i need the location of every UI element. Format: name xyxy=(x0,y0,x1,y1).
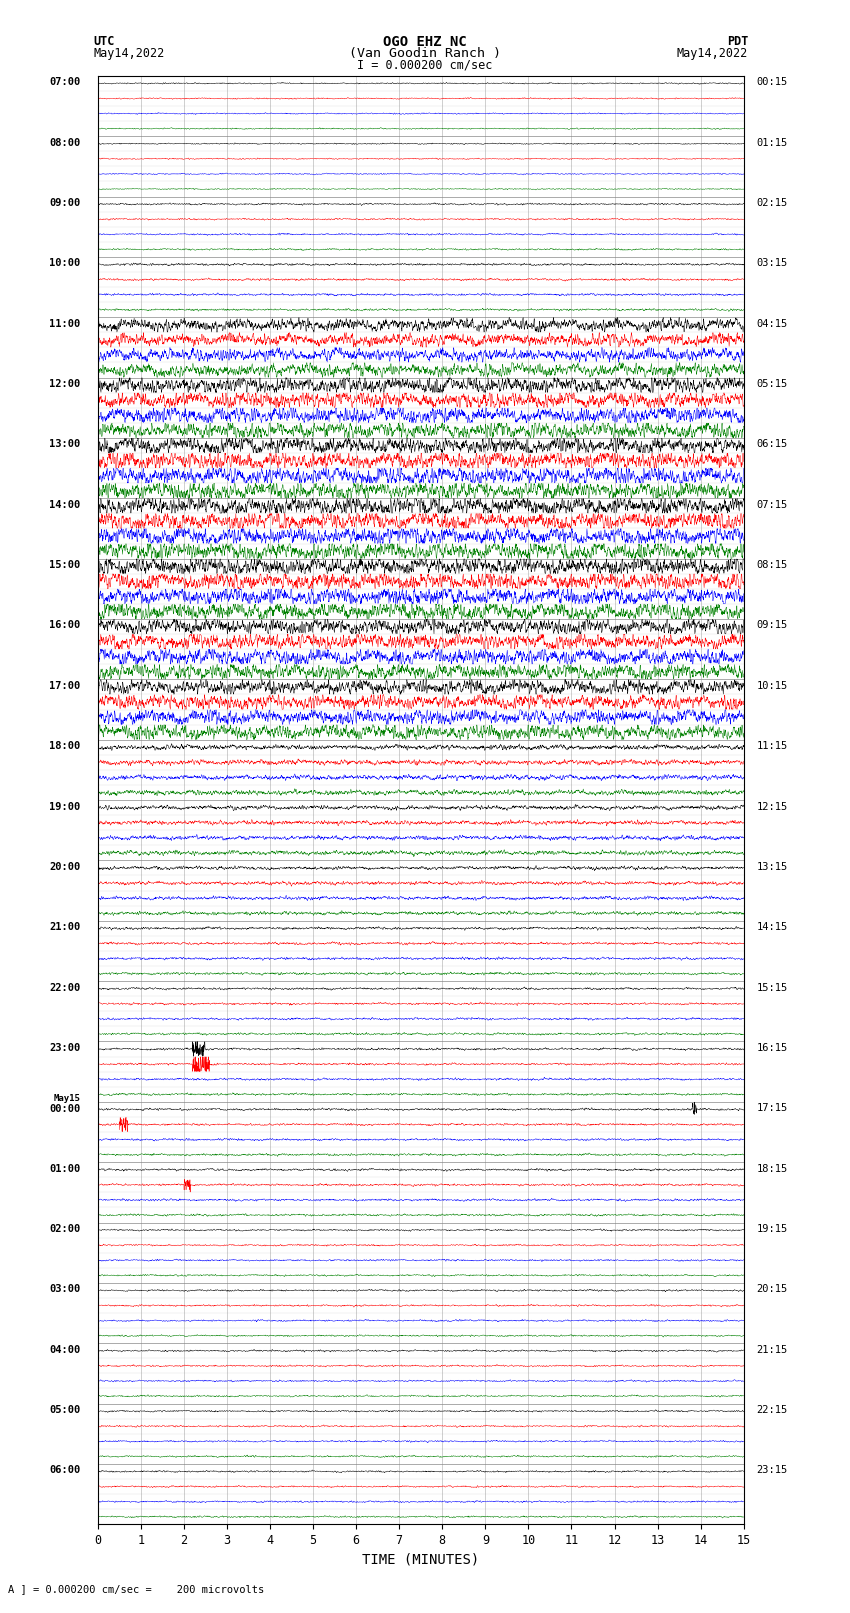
Text: PDT: PDT xyxy=(727,35,748,48)
Text: 01:15: 01:15 xyxy=(756,137,788,148)
Text: 16:15: 16:15 xyxy=(756,1044,788,1053)
Text: 02:00: 02:00 xyxy=(49,1224,81,1234)
Text: 11:15: 11:15 xyxy=(756,742,788,752)
Text: 12:00: 12:00 xyxy=(49,379,81,389)
Text: 18:15: 18:15 xyxy=(756,1163,788,1174)
Text: 19:15: 19:15 xyxy=(756,1224,788,1234)
Text: 22:00: 22:00 xyxy=(49,982,81,992)
Text: I = 0.000200 cm/sec: I = 0.000200 cm/sec xyxy=(357,58,493,71)
Text: May14,2022: May14,2022 xyxy=(94,47,165,60)
Text: 18:00: 18:00 xyxy=(49,742,81,752)
Text: 08:00: 08:00 xyxy=(49,137,81,148)
Text: 12:15: 12:15 xyxy=(756,802,788,811)
Text: 21:15: 21:15 xyxy=(756,1345,788,1355)
Text: 06:00: 06:00 xyxy=(49,1466,81,1476)
Text: 19:00: 19:00 xyxy=(49,802,81,811)
Text: 13:00: 13:00 xyxy=(49,439,81,450)
Text: 11:00: 11:00 xyxy=(49,319,81,329)
Text: 09:15: 09:15 xyxy=(756,621,788,631)
Text: 04:15: 04:15 xyxy=(756,319,788,329)
Text: 17:15: 17:15 xyxy=(756,1103,788,1113)
Text: 14:00: 14:00 xyxy=(49,500,81,510)
Text: 10:15: 10:15 xyxy=(756,681,788,690)
Text: 20:00: 20:00 xyxy=(49,861,81,873)
Text: 05:15: 05:15 xyxy=(756,379,788,389)
Text: 22:15: 22:15 xyxy=(756,1405,788,1415)
Text: 17:00: 17:00 xyxy=(49,681,81,690)
Text: 14:15: 14:15 xyxy=(756,923,788,932)
Text: 13:15: 13:15 xyxy=(756,861,788,873)
Text: 02:15: 02:15 xyxy=(756,198,788,208)
Text: UTC: UTC xyxy=(94,35,115,48)
Text: 15:00: 15:00 xyxy=(49,560,81,569)
Text: 00:00: 00:00 xyxy=(49,1105,81,1115)
Text: 21:00: 21:00 xyxy=(49,923,81,932)
Text: 03:00: 03:00 xyxy=(49,1284,81,1294)
Text: 00:15: 00:15 xyxy=(756,77,788,87)
Text: 08:15: 08:15 xyxy=(756,560,788,569)
Text: 01:00: 01:00 xyxy=(49,1163,81,1174)
Text: 06:15: 06:15 xyxy=(756,439,788,450)
Text: (Van Goodin Ranch ): (Van Goodin Ranch ) xyxy=(349,47,501,60)
Text: 09:00: 09:00 xyxy=(49,198,81,208)
Text: 23:15: 23:15 xyxy=(756,1466,788,1476)
Text: 05:00: 05:00 xyxy=(49,1405,81,1415)
Text: 23:00: 23:00 xyxy=(49,1044,81,1053)
Text: 10:00: 10:00 xyxy=(49,258,81,268)
Text: May15: May15 xyxy=(54,1094,81,1103)
Text: May14,2022: May14,2022 xyxy=(677,47,748,60)
Text: 07:00: 07:00 xyxy=(49,77,81,87)
Text: A ] = 0.000200 cm/sec =    200 microvolts: A ] = 0.000200 cm/sec = 200 microvolts xyxy=(8,1584,264,1594)
X-axis label: TIME (MINUTES): TIME (MINUTES) xyxy=(362,1553,479,1566)
Text: 20:15: 20:15 xyxy=(756,1284,788,1294)
Text: 16:00: 16:00 xyxy=(49,621,81,631)
Text: OGO EHZ NC: OGO EHZ NC xyxy=(383,35,467,50)
Text: 04:00: 04:00 xyxy=(49,1345,81,1355)
Text: 03:15: 03:15 xyxy=(756,258,788,268)
Text: 15:15: 15:15 xyxy=(756,982,788,992)
Text: 07:15: 07:15 xyxy=(756,500,788,510)
